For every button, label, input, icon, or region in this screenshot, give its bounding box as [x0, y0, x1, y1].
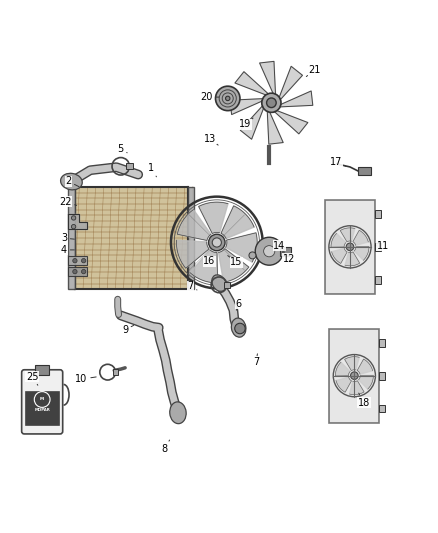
Text: 5: 5 — [118, 143, 127, 154]
Polygon shape — [336, 377, 351, 392]
Text: 8: 8 — [161, 440, 170, 454]
Circle shape — [249, 252, 256, 259]
Circle shape — [81, 259, 86, 263]
FancyBboxPatch shape — [358, 166, 371, 175]
Text: 4: 4 — [61, 245, 74, 255]
Polygon shape — [177, 209, 211, 240]
Circle shape — [264, 246, 275, 257]
Polygon shape — [199, 202, 228, 233]
FancyBboxPatch shape — [379, 339, 385, 347]
Polygon shape — [353, 230, 368, 245]
Circle shape — [283, 249, 284, 251]
Text: 19: 19 — [239, 118, 253, 129]
Polygon shape — [336, 362, 350, 376]
Text: 25: 25 — [26, 372, 39, 385]
Polygon shape — [357, 359, 373, 374]
Text: 11: 11 — [375, 240, 389, 251]
Circle shape — [208, 234, 225, 251]
FancyBboxPatch shape — [21, 370, 63, 434]
Text: 7: 7 — [187, 281, 197, 291]
Circle shape — [346, 243, 354, 251]
Polygon shape — [177, 240, 209, 268]
Text: 20: 20 — [201, 92, 219, 102]
Polygon shape — [240, 106, 264, 139]
Polygon shape — [260, 61, 276, 94]
Polygon shape — [345, 252, 360, 266]
Circle shape — [226, 96, 230, 101]
Text: M: M — [40, 398, 44, 401]
Circle shape — [262, 93, 281, 112]
Text: 21: 21 — [306, 65, 320, 77]
FancyBboxPatch shape — [68, 187, 75, 289]
Polygon shape — [275, 111, 308, 134]
Polygon shape — [267, 111, 283, 144]
Polygon shape — [354, 247, 369, 260]
Polygon shape — [340, 228, 355, 242]
FancyBboxPatch shape — [279, 246, 291, 256]
FancyBboxPatch shape — [329, 329, 379, 423]
FancyBboxPatch shape — [374, 276, 381, 284]
Polygon shape — [332, 248, 347, 263]
FancyBboxPatch shape — [374, 243, 381, 251]
Circle shape — [283, 252, 284, 253]
Polygon shape — [230, 99, 263, 115]
Text: 22: 22 — [59, 197, 77, 207]
Circle shape — [350, 372, 358, 379]
Ellipse shape — [231, 318, 246, 337]
Text: 9: 9 — [122, 325, 134, 335]
FancyBboxPatch shape — [325, 200, 375, 294]
Polygon shape — [350, 381, 364, 394]
Polygon shape — [190, 250, 218, 283]
Circle shape — [267, 98, 276, 108]
FancyBboxPatch shape — [75, 187, 188, 289]
Polygon shape — [221, 206, 254, 239]
Text: 14: 14 — [273, 240, 286, 251]
Circle shape — [71, 216, 76, 220]
Polygon shape — [68, 214, 87, 229]
Polygon shape — [219, 248, 249, 282]
FancyBboxPatch shape — [68, 267, 87, 276]
Text: MOPAR: MOPAR — [34, 408, 50, 412]
Text: 18: 18 — [358, 393, 370, 408]
Circle shape — [255, 237, 283, 265]
FancyBboxPatch shape — [127, 163, 133, 169]
Text: 12: 12 — [283, 254, 295, 264]
FancyBboxPatch shape — [188, 187, 194, 289]
Text: 10: 10 — [75, 374, 96, 384]
FancyBboxPatch shape — [379, 405, 385, 413]
Polygon shape — [331, 233, 346, 247]
Text: 16: 16 — [203, 256, 215, 266]
Ellipse shape — [170, 402, 186, 424]
Ellipse shape — [60, 173, 82, 190]
Text: 2: 2 — [65, 176, 79, 187]
Circle shape — [235, 323, 245, 334]
Text: 13: 13 — [204, 134, 218, 145]
Circle shape — [215, 86, 240, 111]
FancyBboxPatch shape — [25, 391, 59, 425]
Circle shape — [81, 269, 86, 274]
Polygon shape — [359, 375, 373, 389]
Circle shape — [71, 224, 76, 229]
FancyBboxPatch shape — [379, 372, 385, 379]
Text: 6: 6 — [236, 298, 242, 310]
Circle shape — [73, 269, 77, 274]
Polygon shape — [279, 66, 303, 100]
Text: 3: 3 — [61, 233, 74, 243]
FancyBboxPatch shape — [374, 210, 381, 218]
Circle shape — [212, 238, 221, 247]
Polygon shape — [345, 357, 359, 370]
FancyBboxPatch shape — [68, 256, 87, 265]
FancyBboxPatch shape — [35, 365, 49, 375]
Polygon shape — [226, 233, 257, 262]
Text: 17: 17 — [330, 157, 345, 167]
FancyBboxPatch shape — [113, 369, 118, 375]
Ellipse shape — [212, 275, 226, 292]
Text: 7: 7 — [253, 354, 259, 367]
Text: 15: 15 — [228, 256, 243, 267]
Text: 1: 1 — [148, 163, 156, 177]
Polygon shape — [235, 71, 268, 95]
FancyBboxPatch shape — [224, 282, 230, 288]
Circle shape — [73, 259, 77, 263]
Polygon shape — [280, 91, 313, 107]
